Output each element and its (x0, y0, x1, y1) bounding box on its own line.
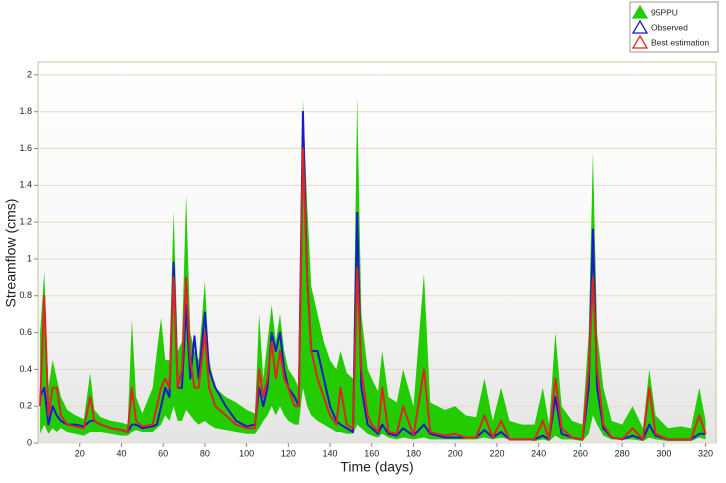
y-axis-label: Streamflow (cms) (3, 199, 19, 308)
x-tick-label: 220 (489, 448, 504, 458)
x-tick-label: 20 (75, 448, 85, 458)
y-tick-label: 0.6 (19, 327, 32, 337)
y-tick-label: 1.8 (19, 106, 32, 116)
series-line (39, 147, 707, 441)
legend-icon (631, 4, 649, 19)
y-tick-label: 2 (27, 69, 32, 79)
x-tick-label: 200 (448, 448, 463, 458)
x-tick-label: 300 (656, 448, 671, 458)
legend-label: Observed (651, 22, 688, 32)
y-tick-label: 0 (27, 437, 32, 447)
legend: 95PPU Observed Best estimation (631, 4, 709, 49)
y-tick-label: 1 (27, 253, 32, 263)
y-tick-label: 0.8 (19, 290, 32, 300)
x-axis-label: Time (days) (340, 459, 413, 475)
x-tick-label: 320 (698, 448, 713, 458)
x-tick-label: 240 (531, 448, 546, 458)
x-tick-label: 60 (158, 448, 168, 458)
x-tick-label: 100 (239, 448, 254, 458)
y-tick-label: 0.4 (19, 364, 32, 374)
x-tick-label: 40 (116, 448, 126, 458)
legend-icon (631, 34, 649, 49)
plot-area (37, 61, 717, 444)
x-tick-label: 180 (406, 448, 421, 458)
y-tick-label: 0.2 (19, 401, 32, 411)
y-tick-label: 1.6 (19, 143, 32, 153)
legend-label: Best estimation (651, 37, 709, 47)
x-tick-label: 160 (364, 448, 379, 458)
y-tick-label: 1.2 (19, 217, 32, 227)
x-tick-label: 80 (200, 448, 210, 458)
legend-icon (631, 19, 649, 34)
marks (39, 96, 707, 442)
x-tick-label: 120 (281, 448, 296, 458)
x-tick-label: 140 (323, 448, 338, 458)
x-tick-label: 280 (615, 448, 630, 458)
legend-label: 95PPU (651, 7, 678, 17)
y-tick-label: 1.4 (19, 180, 32, 190)
series-line (39, 110, 706, 441)
x-tick-label: 260 (573, 448, 588, 458)
